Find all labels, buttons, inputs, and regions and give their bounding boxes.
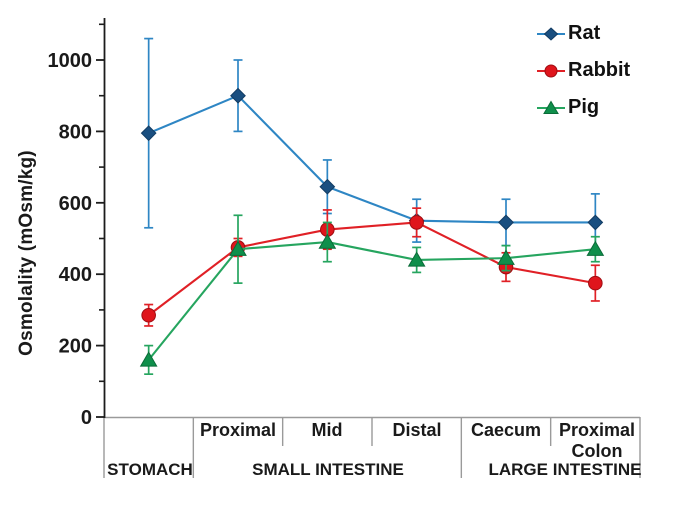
rat-point-proximal [230,87,246,104]
pig-point-stomach [139,351,158,367]
x-segment-label-proximal-colon: Proximal Colon [558,420,636,461]
legend-item-rat: Rat [536,21,630,46]
rat-point-caecum [498,214,514,231]
legend-marker-triangle-icon [537,100,565,114]
pig-point-proximal-colon [586,240,605,256]
y-tick-label: 800 [59,121,92,143]
x-segment-label-proximal: Proximal [199,420,277,440]
rat-point-mid [319,178,336,195]
legend-label-rabbit: Rabbit [568,59,631,81]
legend-marker-diamond-icon [537,26,565,41]
pig-point-mid [318,233,337,249]
y-tick-label: 0 [81,407,92,429]
pig-point-proximal [229,240,247,256]
x-segment-label-distal: Distal [392,420,442,440]
rat-point-proximal-colon [587,214,604,231]
rat-line [148,94,596,224]
rabbit-legend-marker [544,64,558,77]
rabbit-point-stomach [141,307,156,323]
x-group-label-stomach: STOMACH [107,460,193,479]
pig-line [147,241,596,361]
y-tick-label: 600 [59,193,92,215]
rabbit-point-proximal-colon [588,275,603,291]
x-segment-label-caecum: Caecum [470,420,542,440]
x-group-label-small-intestine: SMALL INTESTINE [252,460,404,479]
x-segment-label-mid: Mid [311,420,343,440]
legend-item-pig: Pig [536,95,630,120]
x-group-label-large-intestine: LARGE INTESTINE [488,460,642,479]
rat-point-stomach [140,125,157,142]
legend-label-pig: Pig [568,96,600,118]
rabbit-point-distal [409,215,424,230]
pig-point-caecum [497,249,515,265]
legend-label-rat: Rat [568,22,601,44]
pig-legend-marker [543,100,559,114]
legend: Rat Rabbit Pig [536,21,630,132]
legend-marker-circle-icon [537,64,565,77]
rat-legend-marker [543,26,559,41]
y-tick-label: 400 [59,264,92,286]
rabbit-line [148,221,596,317]
y-tick-label: 1000 [48,50,93,72]
y-tick-label: 200 [59,336,92,358]
legend-item-rabbit: Rabbit [536,58,630,83]
pig-point-distal [407,251,426,267]
y-axis-title: Osmolality (mOsm/kg) [16,150,37,356]
